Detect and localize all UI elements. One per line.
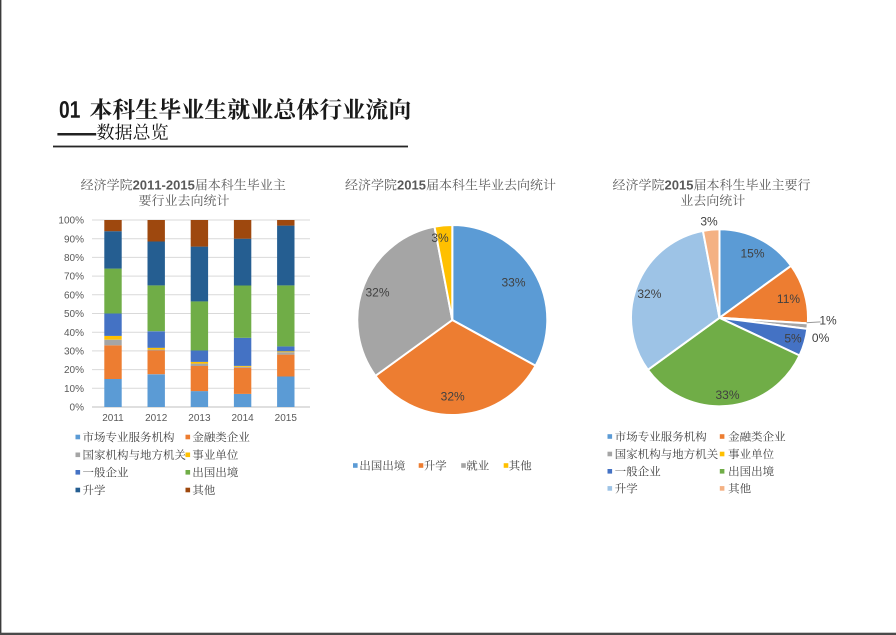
svg-text:100%: 100%: [58, 216, 84, 227]
svg-text:30%: 30%: [64, 347, 84, 358]
svg-text:32%: 32%: [441, 389, 465, 403]
svg-text:2012: 2012: [145, 413, 168, 424]
svg-text:33%: 33%: [501, 275, 525, 289]
svg-text:90%: 90%: [64, 234, 84, 245]
svg-text:80%: 80%: [64, 253, 84, 264]
svg-text:3%: 3%: [431, 231, 449, 245]
svg-text:60%: 60%: [64, 290, 84, 301]
svg-text:2015: 2015: [275, 413, 298, 424]
svg-text:32%: 32%: [365, 285, 389, 299]
svg-text:11%: 11%: [777, 292, 800, 306]
svg-text:2014: 2014: [231, 413, 254, 424]
svg-text:32%: 32%: [637, 287, 661, 301]
svg-text:1%: 1%: [819, 314, 837, 328]
svg-text:0%: 0%: [70, 403, 85, 414]
svg-text:0%: 0%: [812, 331, 830, 345]
svg-text:20%: 20%: [64, 365, 84, 376]
svg-text:70%: 70%: [64, 272, 84, 283]
svg-text:2011: 2011: [102, 413, 124, 424]
svg-text:10%: 10%: [64, 384, 84, 395]
svg-text:33%: 33%: [715, 388, 739, 402]
svg-text:40%: 40%: [64, 328, 84, 339]
svg-text:3%: 3%: [700, 214, 718, 228]
svg-text:50%: 50%: [64, 309, 84, 320]
svg-text:2013: 2013: [188, 413, 211, 424]
svg-text:5%: 5%: [784, 332, 802, 346]
svg-text:15%: 15%: [740, 246, 764, 260]
